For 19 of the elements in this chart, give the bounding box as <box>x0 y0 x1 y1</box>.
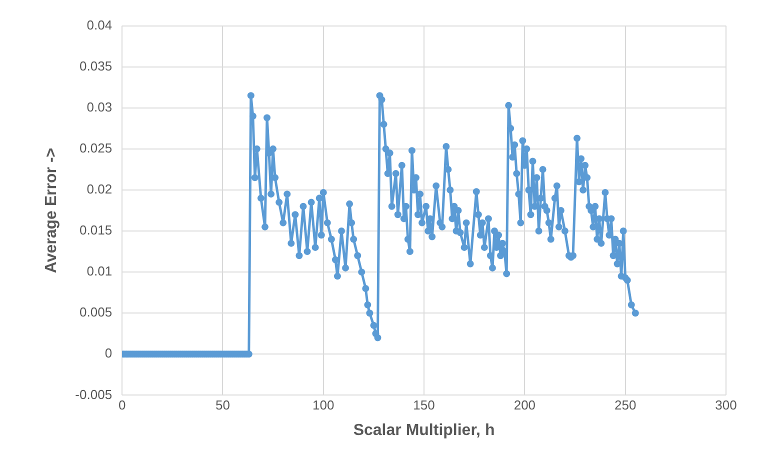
x-tick-label: 250 <box>614 398 636 413</box>
y-tick-label: 0 <box>104 346 112 361</box>
x-tick-label: 200 <box>514 398 536 413</box>
y-tick-label: 0.015 <box>80 222 112 238</box>
x-tick-label: 100 <box>312 398 334 413</box>
x-tick-label: 50 <box>215 398 230 413</box>
y-tick-label: 0.02 <box>86 182 112 197</box>
y-tick-label: 0.035 <box>80 58 112 74</box>
y-tick-label: 0.01 <box>86 264 112 279</box>
y-tick-label: 0.025 <box>80 140 112 156</box>
x-tick-label: 0 <box>118 398 126 413</box>
x-tick-label: 300 <box>715 398 737 413</box>
y-axis-title: Average Error -> <box>43 148 60 274</box>
y-tick-label: 0.04 <box>86 17 112 32</box>
x-axis-title: Scalar Multiplier, h <box>353 422 495 439</box>
y-tick-label: 0.03 <box>86 99 112 114</box>
y-tick-label: 0.005 <box>80 304 112 320</box>
x-tick-label: 150 <box>413 398 435 413</box>
y-tick-label: -0.005 <box>75 386 112 402</box>
